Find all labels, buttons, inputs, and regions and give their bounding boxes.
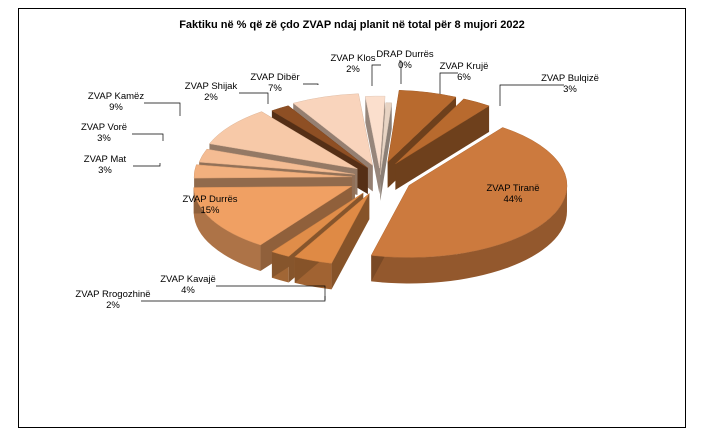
slice-edge-zvap-rrogozhine [271, 192, 364, 278]
slice-percent-zvap-vore: 3% [97, 133, 111, 144]
slice-label-zvap-diber: ZVAP Dibër [250, 72, 299, 83]
pie-top-layer [193, 89, 568, 264]
slice-percent-zvap-rrogozhine: 2% [106, 300, 120, 311]
leader-line-zvap-rrogozhine [141, 296, 326, 302]
slice-label-zvap-bulqize: ZVAP Bulqizë [541, 73, 599, 84]
leader-line-zvap-bulqize [499, 84, 564, 106]
leader-line-zvap-kavaje [216, 285, 326, 300]
leader-lines [132, 60, 564, 302]
leader-line-zvap-diber [303, 83, 319, 85]
slice-zvap-shijak [271, 105, 368, 169]
slice-percent-zvap-durres: 15% [200, 205, 220, 216]
slice-zvap-bulqize [395, 98, 490, 165]
slice-percent-zvap-kavaje: 4% [181, 285, 195, 296]
slice-percent-zvap-klos: 2% [346, 64, 360, 75]
slice-percent-zvap-kruje: 6% [457, 72, 471, 83]
slice-label-zvap-klos: ZVAP Klos [330, 53, 375, 64]
slice-label-zvap-kamez: ZVAP Kamëz [88, 91, 144, 102]
slice-zvap-diber [292, 93, 374, 167]
slice-edge-zvap-klos [365, 96, 380, 195]
slice-label-zvap-rrogozhine: ZVAP Rrogozhinë [75, 289, 150, 300]
slice-zvap-vore [198, 148, 355, 175]
slice-zvap-tirane [370, 127, 568, 258]
slice-wall-zvap-tirane [371, 185, 567, 284]
slice-label-zvap-mat: ZVAP Mat [84, 154, 127, 165]
leader-line-zvap-kruje [439, 72, 458, 94]
leader-line-zvap-mat [133, 163, 161, 167]
slice-percent-zvap-kamez: 9% [109, 102, 123, 113]
slice-label-zvap-shijak: ZVAP Shijak [185, 81, 238, 92]
slice-percent-zvap-diber: 7% [268, 83, 282, 94]
slice-zvap-mat [193, 164, 353, 179]
slice-percent-zvap-tirane: 44% [503, 194, 523, 205]
chart-title: Faktiku në % që zë çdo ZVAP ndaj planit … [179, 19, 525, 31]
slice-edge-drap-durres [380, 102, 392, 201]
slice-zvap-kavaje [294, 193, 370, 264]
slice-label-zvap-vore: ZVAP Vorë [81, 122, 127, 133]
slice-drap-durres [380, 102, 393, 175]
leader-line-drap-durres [399, 60, 402, 84]
slice-label-zvap-durres: ZVAP Durrës [182, 194, 237, 205]
slice-percent-drap-durres: 0% [398, 60, 412, 71]
slice-zvap-kamez [208, 111, 358, 170]
slice-zvap-klos [365, 95, 386, 169]
slice-label-drap-durres: DRAP Durrës [376, 49, 434, 60]
leader-line-zvap-kamez [144, 102, 181, 116]
slice-percent-zvap-mat: 3% [98, 165, 112, 176]
slice-wall-zvap-durres [193, 187, 261, 272]
slice-percent-zvap-shijak: 2% [204, 92, 218, 103]
leader-line-zvap-klos [371, 64, 381, 86]
slice-zvap-kruje [387, 89, 457, 163]
slice-label-zvap-kavaje: ZVAP Kavajë [160, 274, 216, 285]
leader-line-zvap-shijak [239, 92, 269, 104]
slice-label-zvap-kruje: ZVAP Krujë [440, 61, 489, 72]
slice-zvap-durres [193, 185, 353, 246]
slice-percent-zvap-bulqize: 3% [563, 84, 577, 95]
slice-edge-zvap-bulqize [395, 105, 490, 190]
slice-label-zvap-tirane: ZVAP Tiranë [487, 183, 540, 194]
leader-line-zvap-vore [132, 133, 164, 141]
slice-zvap-rrogozhine [271, 192, 364, 257]
